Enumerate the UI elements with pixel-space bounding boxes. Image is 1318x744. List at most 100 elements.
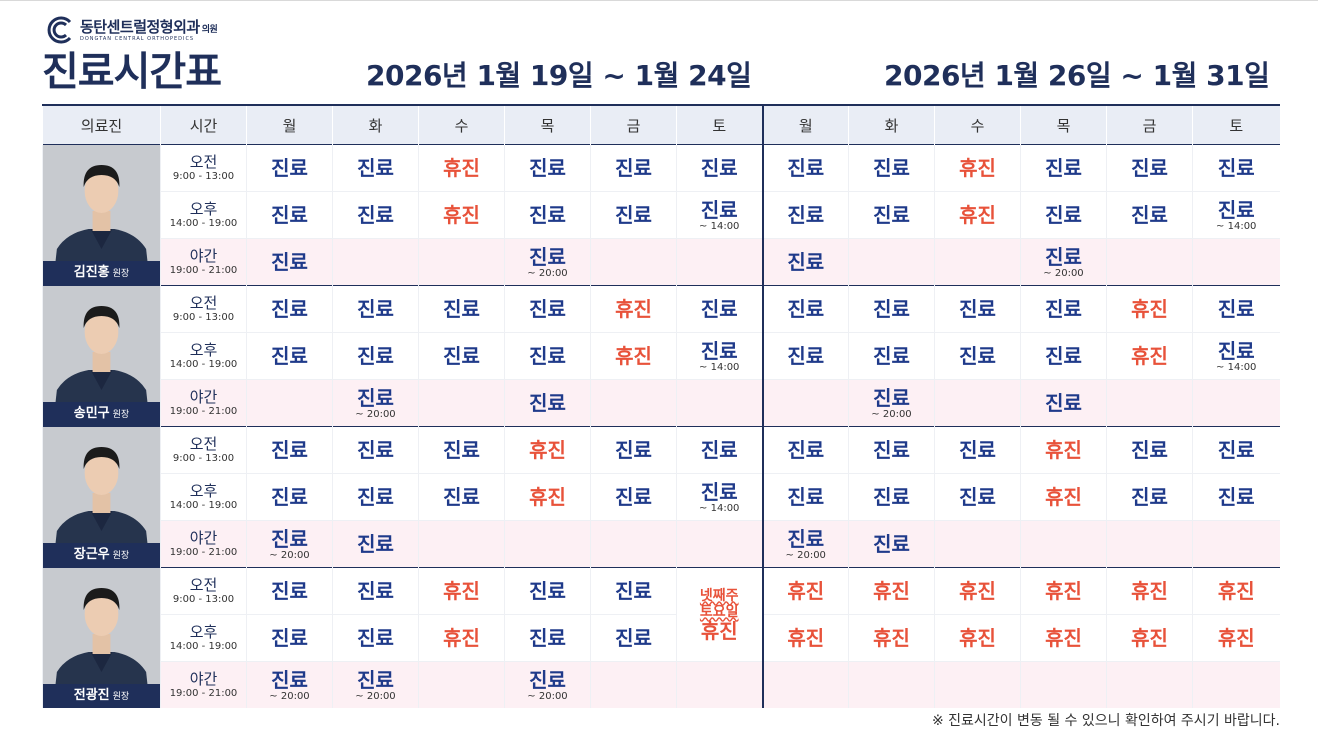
schedule-cell: 휴진 bbox=[1106, 614, 1193, 662]
status-label: 진료 bbox=[443, 438, 480, 462]
schedule-cell: 진료 bbox=[246, 426, 333, 474]
schedule-cell: 휴진 bbox=[934, 614, 1021, 662]
period-label: 오전 bbox=[189, 152, 218, 171]
schedule-cell: 진료 bbox=[590, 473, 677, 521]
status-label: 진료 bbox=[1045, 244, 1082, 269]
status-label: 진료 bbox=[529, 203, 566, 227]
status-label: 휴진 bbox=[1045, 626, 1082, 650]
schedule-cell bbox=[934, 238, 1021, 286]
schedule-cell: 휴진 bbox=[761, 614, 849, 662]
special-note-line2: 토요일 bbox=[699, 603, 739, 620]
schedule-cell bbox=[418, 238, 505, 286]
status-label: 진료 bbox=[529, 667, 566, 692]
status-label: 진료 bbox=[357, 203, 394, 227]
header-0: 의료진 bbox=[42, 104, 161, 145]
schedule-cell: 진료 bbox=[1192, 285, 1280, 333]
schedule-cell: 진료 ~ 20:00 bbox=[332, 379, 419, 427]
schedule-cell bbox=[590, 238, 677, 286]
schedule-cell: 진료 bbox=[761, 473, 849, 521]
doctor-title: 원장 bbox=[112, 410, 130, 420]
schedule-cell: 휴진 bbox=[1020, 473, 1107, 521]
status-label: 진료 bbox=[443, 344, 480, 368]
schedule-cell: 진료 bbox=[934, 285, 1021, 333]
status-label: 진료 bbox=[959, 438, 996, 462]
doctor-card: 송민구 원장 bbox=[42, 285, 161, 427]
schedule-cell: 진료 bbox=[332, 426, 419, 474]
doctor-name-text: 송민구 bbox=[73, 406, 110, 421]
schedule-cell: 진료 bbox=[504, 567, 591, 615]
schedule-cell: 진료 bbox=[504, 614, 591, 662]
period-cell: 오후 14:00 - 19:00 bbox=[160, 614, 247, 662]
status-label: 휴진 bbox=[1131, 344, 1168, 368]
status-label: 휴진 bbox=[787, 579, 825, 603]
status-label: 진료 bbox=[873, 438, 910, 462]
schedule-cell bbox=[1192, 379, 1280, 427]
end-time-note: ~ 20:00 bbox=[355, 408, 396, 420]
schedule-cell: 휴진 bbox=[1020, 426, 1107, 474]
status-label: 진료 bbox=[700, 479, 738, 504]
header-12: 금 bbox=[1106, 104, 1193, 145]
schedule-cell bbox=[418, 520, 505, 568]
status-label: 진료 bbox=[1131, 438, 1168, 462]
schedule-cell: 진료 bbox=[504, 379, 591, 427]
schedule-cell: 휴진 bbox=[1192, 614, 1280, 662]
period-cell: 오후 14:00 - 19:00 bbox=[160, 473, 247, 521]
status-label: 진료 bbox=[787, 526, 825, 551]
schedule-row: 오후 14:00 - 19:00 진료 진료 진료 휴진 진료 진료 ~ 14:00 진료 진료 진료… bbox=[43, 473, 1280, 521]
status-label: 진료 bbox=[1045, 391, 1082, 415]
schedule-cell: 진료 ~ 20:00 bbox=[246, 661, 333, 708]
clinic-name: 동탄센트럴정형외과 의원 bbox=[80, 18, 218, 36]
doctor-title: 원장 bbox=[112, 269, 130, 279]
schedule-row: 오후 14:00 - 19:00 진료 진료 진료 진료 휴진 진료 ~ 14:00 진료 진료 진료… bbox=[43, 332, 1280, 380]
status-label: 진료 bbox=[615, 203, 652, 227]
schedule-cell: 휴진 bbox=[1020, 614, 1107, 662]
schedule-cell: 진료 bbox=[418, 426, 505, 474]
status-label: 휴진 bbox=[1131, 626, 1168, 650]
period-label: 오후 bbox=[189, 199, 218, 218]
status-label: 진료 bbox=[271, 667, 308, 692]
status-label: 진료 bbox=[357, 626, 394, 650]
schedule-row: 야간 19:00 - 21:00 진료 ~ 20:00 진료 진료 ~ 20:00 진료 bbox=[43, 520, 1280, 568]
schedule-cell: 진료 bbox=[504, 285, 591, 333]
status-label: 진료 bbox=[700, 438, 738, 462]
doctor-title: 원장 bbox=[112, 551, 130, 561]
schedule-cell: 진료 bbox=[246, 144, 333, 192]
schedule-cell: 진료 bbox=[1106, 191, 1193, 239]
schedule-row: 전광진 원장 오전 9:00 - 13:00 진료 진료 휴진 진료 진료 넷째주 토요일 휴진 휴진 휴… bbox=[42, 567, 1280, 708]
status-label: 진료 bbox=[1045, 203, 1082, 227]
period-label: 오전 bbox=[189, 575, 218, 594]
schedule-cell: 휴진 bbox=[934, 567, 1021, 615]
schedule-cell: 진료 bbox=[676, 144, 763, 192]
status-label: 진료 bbox=[357, 532, 394, 556]
status-label: 진료 bbox=[1217, 338, 1255, 363]
period-hours: 9:00 - 13:00 bbox=[172, 311, 235, 323]
clinic-name-suffix: 의원 bbox=[201, 25, 218, 35]
status-label: 진료 bbox=[873, 203, 910, 227]
header-2: 월 bbox=[246, 104, 333, 145]
status-label: 진료 bbox=[873, 532, 910, 556]
status-label: 진료 bbox=[873, 385, 910, 410]
header-10: 수 bbox=[934, 104, 1021, 145]
period-hours: 19:00 - 21:00 bbox=[169, 687, 238, 699]
schedule-cell: 진료 ~ 14:00 bbox=[676, 332, 763, 380]
schedule-cell: 진료 bbox=[848, 426, 935, 474]
schedule-cell: 휴진 bbox=[934, 144, 1021, 192]
schedule-cell: 진료 bbox=[761, 332, 849, 380]
period-label: 오전 bbox=[189, 434, 218, 453]
schedule-cell: 진료 bbox=[848, 285, 935, 333]
header-6: 금 bbox=[590, 104, 677, 145]
end-time-note: ~ 20:00 bbox=[527, 690, 568, 702]
status-label: 진료 bbox=[271, 344, 308, 368]
schedule-cell: 휴진 bbox=[848, 567, 935, 615]
schedule-cell bbox=[676, 379, 763, 427]
doctor-card: 전광진 원장 bbox=[42, 567, 161, 708]
schedule-cell: 진료 bbox=[418, 285, 505, 333]
schedule-cell: 진료 bbox=[1192, 426, 1280, 474]
schedule-cell: 진료 bbox=[590, 567, 677, 615]
schedule-cell: 진료 bbox=[590, 426, 677, 474]
schedule-cell: 휴진 bbox=[1192, 567, 1280, 615]
status-label: 진료 bbox=[271, 626, 308, 650]
status-label: 휴진 bbox=[615, 297, 652, 321]
status-label: 휴진 bbox=[787, 626, 825, 650]
schedule-cell: 진료 bbox=[1020, 285, 1107, 333]
